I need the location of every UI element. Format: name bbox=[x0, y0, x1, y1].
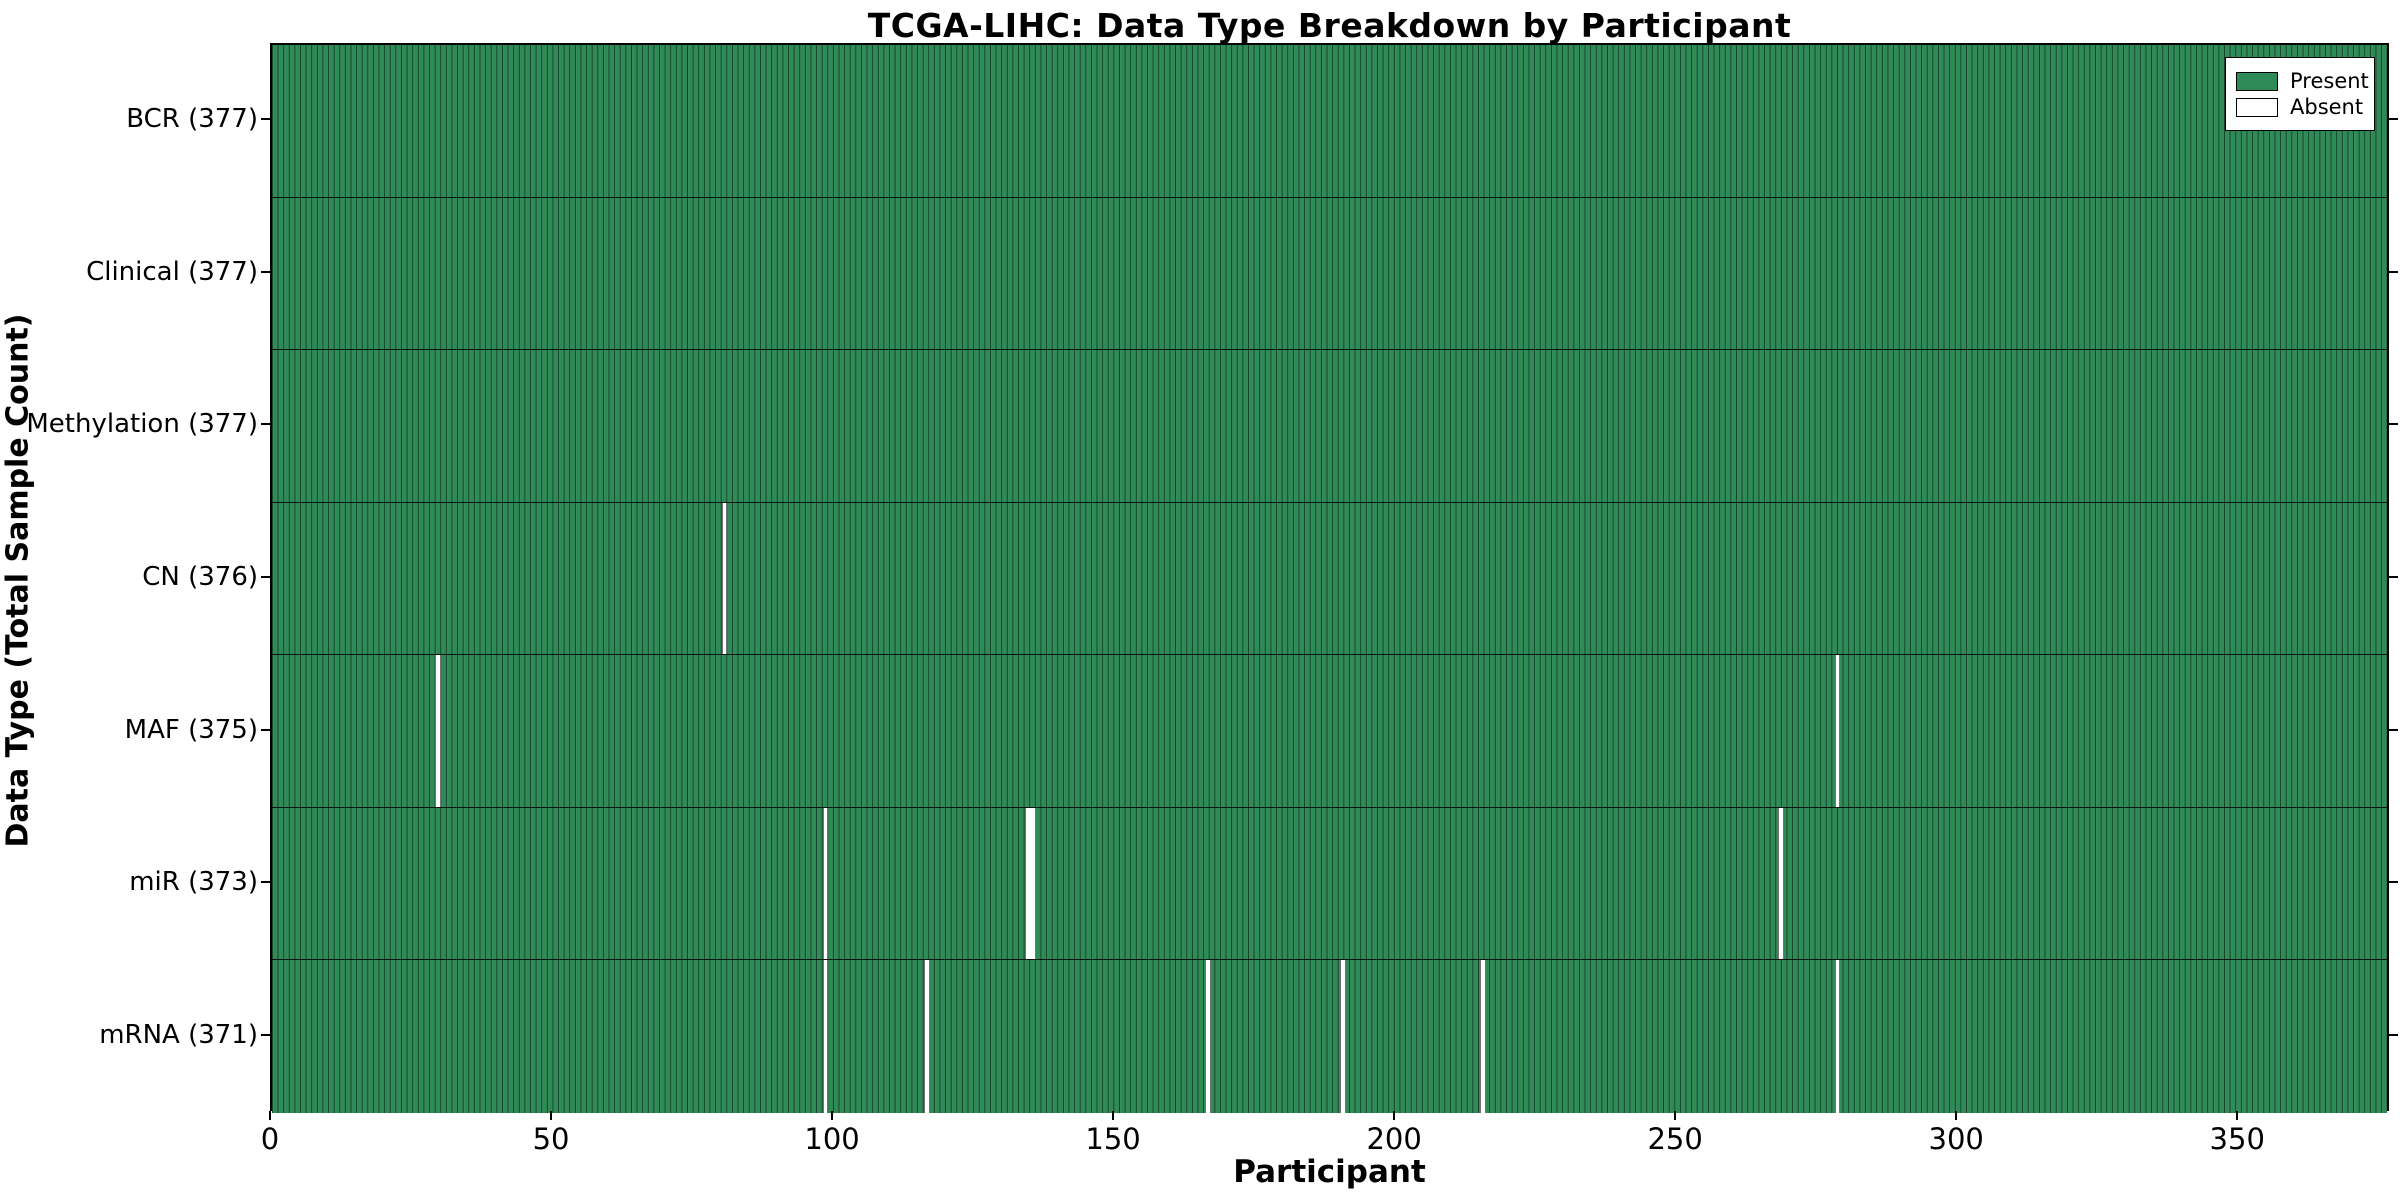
row-mir bbox=[272, 807, 2387, 961]
row-mrna bbox=[272, 960, 2387, 1113]
xtick-200 bbox=[1393, 1111, 1396, 1120]
row-clinical bbox=[272, 197, 2387, 351]
absent-gap-mrna-278 bbox=[1834, 960, 1841, 1113]
y-tick-label-bcr: BCR (377) bbox=[126, 104, 258, 135]
xtick-150 bbox=[1112, 1111, 1115, 1120]
xtick-label-0: 0 bbox=[260, 1122, 280, 1156]
left-ytick-maf bbox=[261, 728, 270, 731]
chart-title: TCGA-LIHC: Data Type Breakdown by Partic… bbox=[867, 6, 1792, 45]
xtick-label-250: 250 bbox=[1647, 1122, 1703, 1156]
legend-label-absent: Absent bbox=[2290, 95, 2364, 119]
left-ytick-methylation bbox=[261, 423, 270, 426]
xtick-label-300: 300 bbox=[1928, 1122, 1984, 1156]
legend-entry-absent: Absent bbox=[2236, 96, 2364, 118]
right-ytick-maf bbox=[2389, 728, 2398, 731]
xtick-label-150: 150 bbox=[1085, 1122, 1141, 1156]
absent-gap-maf-278 bbox=[1834, 655, 1841, 807]
left-ytick-clinical bbox=[261, 270, 270, 273]
right-ytick-clinical bbox=[2389, 270, 2398, 273]
absent-gap-mir-268 bbox=[1778, 807, 1784, 960]
y-tick-label-mrna: mRNA (371) bbox=[99, 1019, 258, 1050]
x-axis-label: Participant bbox=[1233, 1154, 1426, 1190]
row-cn bbox=[272, 502, 2387, 656]
xtick-250 bbox=[1674, 1111, 1677, 1120]
right-ytick-bcr bbox=[2389, 118, 2398, 121]
xtick-50 bbox=[550, 1111, 553, 1120]
absent-gap-mrna-215 bbox=[1480, 960, 1487, 1113]
right-ytick-mir bbox=[2389, 881, 2398, 884]
row-bcr bbox=[272, 45, 2387, 198]
xtick-label-100: 100 bbox=[804, 1122, 860, 1156]
xtick-100 bbox=[831, 1111, 834, 1120]
y-tick-label-maf: MAF (375) bbox=[124, 714, 258, 745]
y-tick-label-clinical: Clinical (377) bbox=[86, 256, 258, 287]
left-ytick-cn bbox=[261, 576, 270, 578]
absent-gap-mrna-116 bbox=[924, 960, 930, 1113]
present-swatch bbox=[2236, 71, 2278, 91]
left-ytick-mrna bbox=[261, 1033, 270, 1036]
absent-gap-mrna-190 bbox=[1339, 960, 1346, 1113]
absent-gap-mir-98 bbox=[822, 807, 829, 960]
absent-gap-mrna-98 bbox=[822, 960, 829, 1113]
absent-swatch bbox=[2236, 97, 2278, 117]
absent-gap-cn-80 bbox=[721, 502, 728, 655]
left-ytick-mir bbox=[261, 881, 270, 884]
plot-area bbox=[270, 43, 2389, 1113]
right-ytick-methylation bbox=[2389, 423, 2398, 426]
row-maf bbox=[272, 655, 2387, 808]
absent-gap-mir-134 bbox=[1025, 807, 1037, 960]
legend-label-present: Present bbox=[2290, 69, 2369, 93]
xtick-0 bbox=[269, 1111, 271, 1120]
xtick-label-50: 50 bbox=[532, 1122, 570, 1156]
left-ytick-bcr bbox=[261, 118, 270, 121]
right-ytick-mrna bbox=[2389, 1033, 2398, 1036]
xtick-label-350: 350 bbox=[2209, 1122, 2265, 1156]
right-ytick-cn bbox=[2389, 576, 2398, 578]
absent-gap-mrna-166 bbox=[1205, 960, 1211, 1113]
y-tick-label-methylation: Methylation (377) bbox=[26, 409, 258, 440]
legend: Present Absent bbox=[2225, 57, 2375, 131]
y-tick-label-cn: CN (376) bbox=[142, 562, 258, 592]
y-tick-label-mir: miR (373) bbox=[129, 867, 258, 898]
row-methylation bbox=[272, 350, 2387, 503]
xtick-300 bbox=[1955, 1111, 1958, 1120]
legend-entry-present: Present bbox=[2236, 70, 2369, 92]
absent-gap-maf-29 bbox=[435, 655, 441, 807]
xtick-label-200: 200 bbox=[1366, 1122, 1422, 1156]
xtick-350 bbox=[2236, 1111, 2239, 1120]
